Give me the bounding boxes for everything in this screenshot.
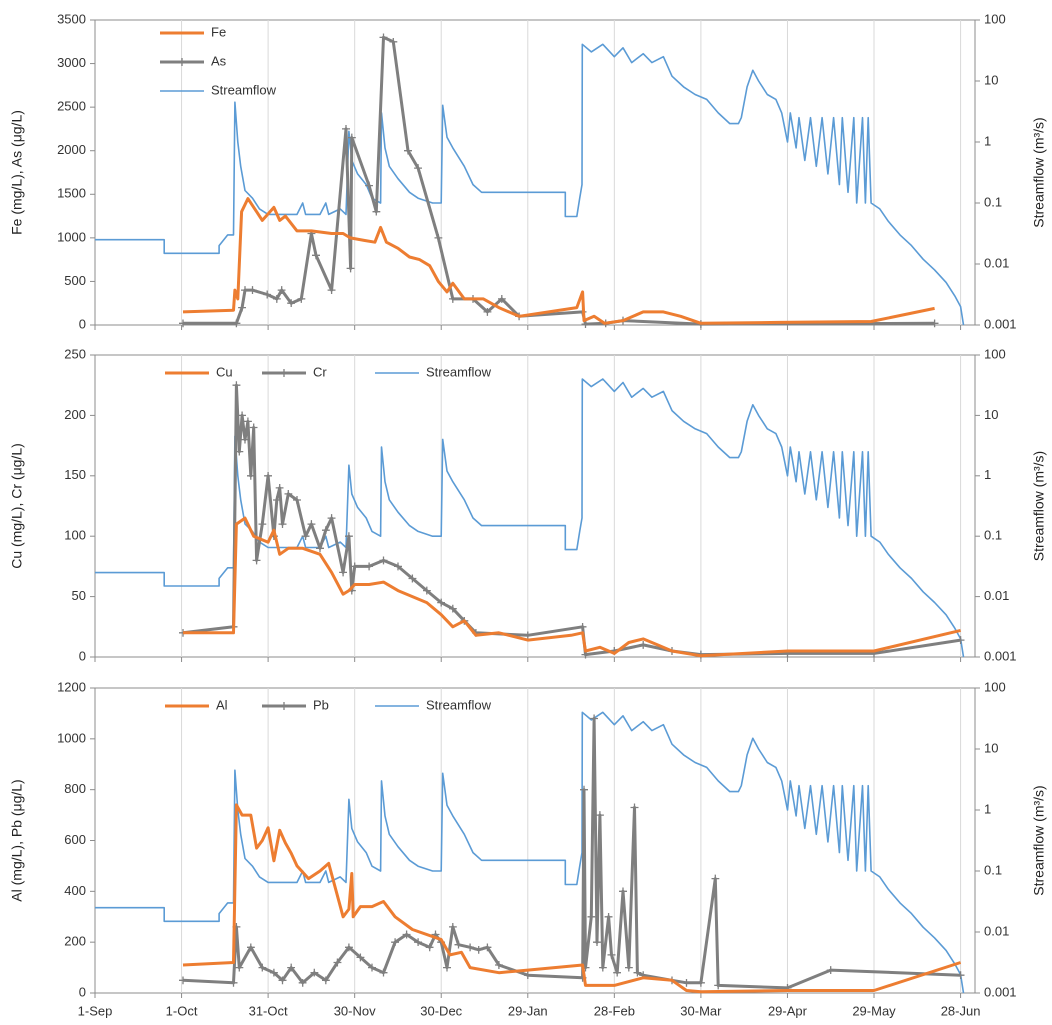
x-tick-label: 29-Jan (508, 1003, 548, 1018)
legend-label: Al (216, 697, 228, 712)
y-tick-label: 1000 (57, 229, 86, 244)
legend-label: Streamflow (211, 82, 277, 97)
y2-tick-label: 0.001 (984, 316, 1017, 331)
x-tick-label: 29-Apr (768, 1003, 808, 1018)
y-tick-label: 0 (79, 984, 86, 999)
y2-tick-label: 0.01 (984, 255, 1009, 270)
y-tick-label: 1500 (57, 186, 86, 201)
y2-tick-label: 1 (984, 467, 991, 482)
y2-tick-label: 10 (984, 740, 998, 755)
series-line (182, 803, 962, 994)
series-line (182, 197, 935, 325)
y-tick-label: 500 (64, 273, 86, 288)
x-tick-label: 30-Mar (680, 1003, 722, 1018)
y-tick-label: 2500 (57, 99, 86, 114)
x-tick-label: 1-Sep (78, 1003, 113, 1018)
x-tick-label: 29-May (852, 1003, 896, 1018)
y2-tick-label: 0.01 (984, 588, 1009, 603)
y-tick-label: 800 (64, 781, 86, 796)
y2-tick-label: 0.01 (984, 923, 1009, 938)
y2-tick-label: 1 (984, 801, 991, 816)
y2-tick-label: 0.001 (984, 984, 1017, 999)
y2-axis-title: Streamflow (m³/s) (1031, 785, 1047, 895)
y-tick-label: 0 (79, 648, 86, 663)
legend-label: Streamflow (426, 364, 492, 379)
y2-tick-label: 0.001 (984, 648, 1017, 663)
legend-label: Cu (216, 364, 233, 379)
x-tick-label: 30-Dec (420, 1003, 462, 1018)
legend-label: Streamflow (426, 697, 492, 712)
y-tick-label: 250 (64, 346, 86, 361)
y2-axis-title: Streamflow (m³/s) (1031, 117, 1047, 227)
x-tick-label: 30-Nov (334, 1003, 376, 1018)
y-tick-label: 1200 (57, 679, 86, 694)
y-tick-label: 200 (64, 934, 86, 949)
y2-tick-label: 1 (984, 133, 991, 148)
y2-tick-label: 10 (984, 407, 998, 422)
legend-label: As (211, 53, 227, 68)
x-tick-label: 28-Feb (594, 1003, 635, 1018)
x-tick-label: 28-Jun (941, 1003, 981, 1018)
y2-tick-label: 0.1 (984, 862, 1002, 877)
y-axis-title: Fe (mg/L), As (μg/L) (9, 110, 25, 235)
x-tick-label: 1-Oct (166, 1003, 198, 1018)
legend-label: Fe (211, 24, 226, 39)
y2-tick-label: 0.1 (984, 194, 1002, 209)
series-line (183, 516, 961, 658)
y-tick-label: 200 (64, 407, 86, 422)
y-tick-label: 150 (64, 467, 86, 482)
y-tick-label: 2000 (57, 142, 86, 157)
y2-axis-title: Streamflow (m³/s) (1031, 451, 1047, 561)
legend-label: Pb (313, 697, 329, 712)
legend-label: Cr (313, 364, 327, 379)
y2-tick-label: 10 (984, 72, 998, 87)
y2-tick-label: 100 (984, 679, 1006, 694)
y-axis-title: Cu (mg/L), Cr (μg/L) (9, 443, 25, 569)
y-tick-label: 3000 (57, 55, 86, 70)
y-tick-label: 600 (64, 832, 86, 847)
y-tick-label: 3500 (57, 11, 86, 26)
y-tick-label: 1000 (57, 730, 86, 745)
y-tick-label: 100 (64, 528, 86, 543)
x-tick-label: 31-Oct (249, 1003, 288, 1018)
y-tick-label: 0 (79, 316, 86, 331)
y2-tick-label: 100 (984, 346, 1006, 361)
y-tick-label: 400 (64, 883, 86, 898)
y2-tick-label: 0.1 (984, 528, 1002, 543)
y-axis-title: Al (mg/L), Pb (μg/L) (9, 779, 25, 901)
series-line (179, 714, 965, 992)
y-tick-label: 50 (72, 588, 86, 603)
series-line (179, 33, 939, 329)
y2-tick-label: 100 (984, 11, 1006, 26)
